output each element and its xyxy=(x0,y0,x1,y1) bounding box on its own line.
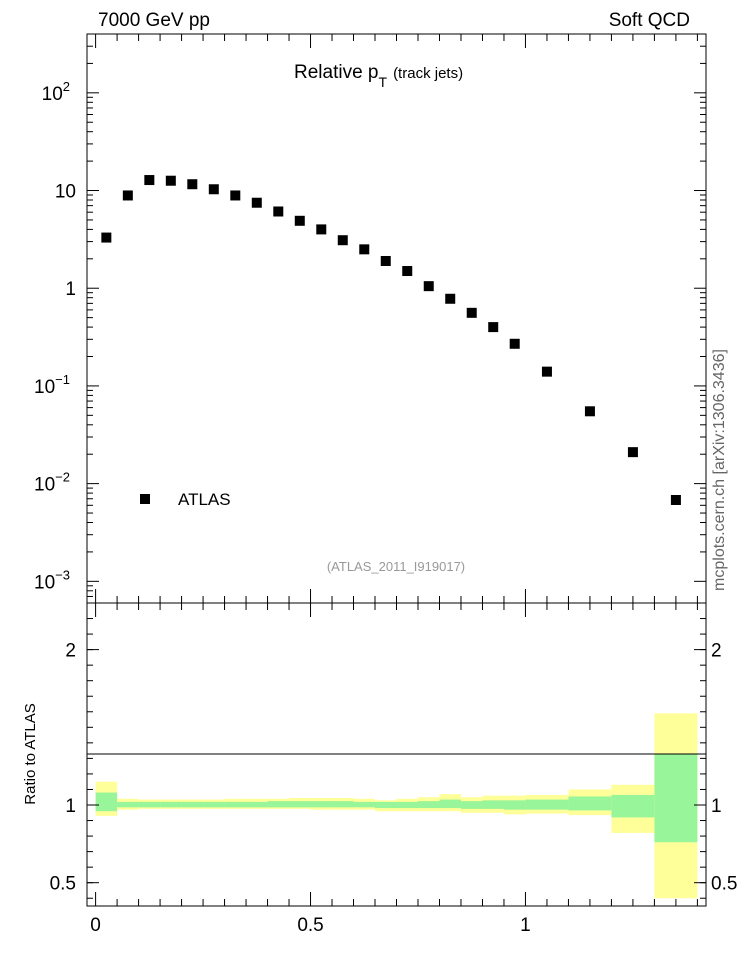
ratio-plot-panel: 0.5 0.5 1 1 2 2 0 0.5 1 Ratio to ATLAS xyxy=(22,602,737,936)
data-point xyxy=(488,322,499,333)
data-point xyxy=(541,366,552,377)
ratio-band-inner xyxy=(611,794,655,818)
ratio-band-inner xyxy=(439,799,461,809)
main-axis-ticks: 102 10 1 10−1 10−2 10−3 xyxy=(34,33,706,603)
data-point xyxy=(423,281,434,292)
plot-title: Relative pT (track jets) xyxy=(294,62,463,90)
ratio-band-inner xyxy=(654,753,698,843)
data-point xyxy=(466,307,477,318)
data-points xyxy=(101,175,681,505)
ratio-band-inner xyxy=(503,800,526,810)
data-point xyxy=(584,406,595,417)
ratio-band-inner xyxy=(396,801,418,809)
x-tick-label: 0.5 xyxy=(297,915,323,936)
data-point xyxy=(187,179,198,190)
ratio-band-inner xyxy=(181,801,204,808)
energy-label: 7000 GeV pp xyxy=(98,10,210,31)
ratio-band-inner xyxy=(353,801,376,808)
data-point xyxy=(316,224,327,235)
ratio-band-inner xyxy=(375,801,397,809)
data-point xyxy=(144,175,155,186)
data-point xyxy=(337,235,348,246)
legend: ATLAS xyxy=(140,490,231,509)
ratio-band-inner xyxy=(267,801,290,808)
x-tick-label: 1 xyxy=(520,915,531,936)
y-tick-label: 10−2 xyxy=(34,470,70,496)
ratio-y-tick-label-left: 0.5 xyxy=(50,874,76,895)
ratio-band-inner xyxy=(246,801,268,808)
ratio-band-inner xyxy=(289,801,311,808)
data-point xyxy=(359,244,370,255)
ratio-y-tick-label-left: 2 xyxy=(65,641,76,662)
main-plot-frame xyxy=(86,33,707,604)
ratio-band-inner xyxy=(482,800,504,809)
legend-label: ATLAS xyxy=(178,490,231,509)
ratio-uncertainty-bands xyxy=(95,713,698,899)
data-point xyxy=(122,190,133,201)
x-tick-label: 0 xyxy=(90,915,101,936)
data-point xyxy=(294,215,305,226)
ratio-y-tick-label-right: 1 xyxy=(711,796,722,817)
data-point xyxy=(380,255,391,266)
ratio-band-inner xyxy=(332,801,354,808)
ratio-band-inner xyxy=(117,801,139,808)
data-point xyxy=(509,338,520,349)
ratio-y-tick-label-left: 1 xyxy=(65,796,76,817)
data-point xyxy=(402,266,413,277)
data-point xyxy=(273,206,284,217)
ratio-band-inner xyxy=(417,801,440,809)
ratio-band-inner xyxy=(224,801,247,808)
data-point xyxy=(165,175,176,186)
data-point xyxy=(208,184,219,195)
ratio-y-axis-label: Ratio to ATLAS xyxy=(22,703,39,804)
ratio-band-inner xyxy=(138,801,161,808)
legend-marker xyxy=(140,494,150,504)
ratio-band-inner xyxy=(95,792,118,812)
ratio-band-inner xyxy=(203,801,225,808)
data-point xyxy=(230,190,241,201)
analysis-watermark: (ATLAS_2011_I919017) xyxy=(327,559,465,574)
ratio-band-inner xyxy=(310,801,333,808)
data-point xyxy=(670,494,681,505)
data-point xyxy=(627,447,638,458)
y-tick-label: 10−1 xyxy=(34,372,70,398)
y-tick-label: 1 xyxy=(65,279,76,300)
y-tick-label: 10 xyxy=(55,182,76,203)
ratio-axis-ticks: 0.5 0.5 1 1 2 2 0 0.5 1 xyxy=(50,603,737,936)
y-tick-label: 102 xyxy=(42,79,70,105)
y-tick-label: 10−3 xyxy=(34,567,70,593)
ratio-band-inner xyxy=(460,801,483,809)
source-side-label: mcplots.cern.ch [arXiv:1306.3436] xyxy=(711,349,728,591)
category-label: Soft QCD xyxy=(609,10,690,31)
ratio-band-inner xyxy=(160,801,182,808)
main-plot-panel: Relative pT (track jets) (ATLAS_2011_I919… xyxy=(34,33,707,604)
ratio-y-tick-label-right: 2 xyxy=(711,641,722,662)
data-point xyxy=(445,293,456,304)
data-point xyxy=(101,232,112,243)
ratio-band-inner xyxy=(568,796,612,811)
data-point xyxy=(251,197,262,208)
ratio-band-inner xyxy=(525,799,569,810)
ratio-y-tick-label-right: 0.5 xyxy=(711,874,737,895)
